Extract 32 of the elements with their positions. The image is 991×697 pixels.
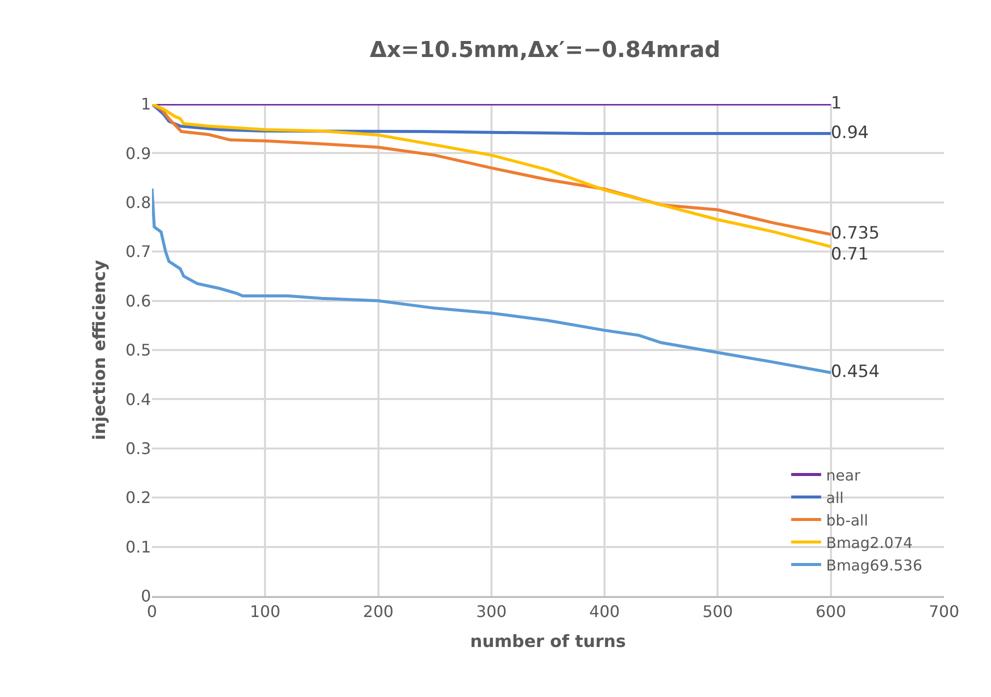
data-label: 1 [830, 93, 842, 114]
legend-label: all [826, 488, 844, 507]
y-axis-title: injection efficiency [90, 260, 110, 440]
y-tick-label: 0.9 [126, 144, 151, 163]
data-label: 0.735 [830, 224, 880, 244]
y-tick-label: 0 [140, 586, 151, 606]
line-series [152, 187, 832, 374]
x-tick-label: 300 [476, 602, 507, 622]
legend-label: near [826, 466, 862, 484]
legend-label: Bmag69.536 [826, 556, 922, 574]
y-tick-label: 0.3 [126, 439, 151, 458]
x-tick-label: 400 [589, 602, 620, 622]
x-tick-label: 700 [928, 602, 960, 622]
y-tick-label: 0.6 [126, 291, 151, 310]
data-label: 0.71 [830, 244, 869, 264]
x-tick-label: 600 [816, 602, 846, 622]
legend-label: bb-all [826, 511, 868, 530]
y-tick-label: 0.5 [126, 340, 151, 360]
chart-title: Δx=10.5mm,Δx′=−0.84mrad [370, 38, 720, 64]
x-tick-label: 200 [363, 602, 394, 622]
y-tick-label: 0.7 [126, 242, 151, 262]
legend-label: Bmag2.074 [826, 534, 913, 552]
x-axis-title: number of turns [470, 632, 626, 652]
x-tick-label: 100 [250, 602, 280, 622]
y-tick-label: 0.1 [126, 537, 151, 556]
y-tick-label: 0.4 [126, 390, 151, 409]
data-label: 0.454 [830, 362, 880, 382]
y-tick-label: 0.2 [126, 488, 151, 508]
y-tick-label: 0.8 [126, 193, 151, 212]
x-tick-label: 500 [702, 602, 733, 622]
y-tick-label: 1 [140, 94, 151, 114]
data-label: 0.94 [830, 122, 869, 143]
